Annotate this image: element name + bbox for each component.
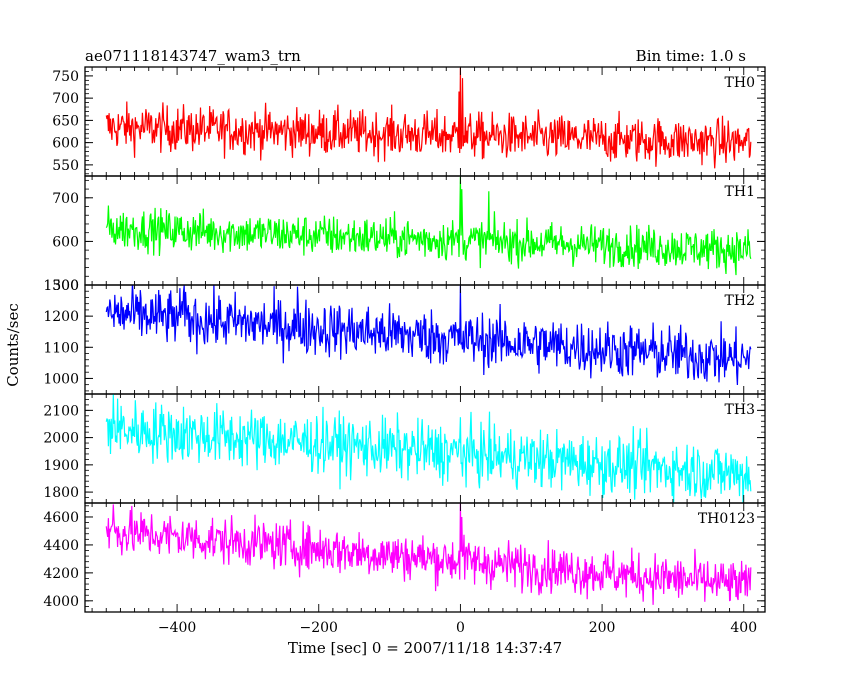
y-tick-label: 4000 [43, 594, 79, 610]
y-tick-label: 700 [52, 91, 79, 107]
x-axis: −400 −200 0 200 400 [158, 620, 757, 636]
panel-label-th1: TH1 [725, 184, 755, 200]
y-tick-label: 1200 [43, 309, 79, 325]
y-tick-label: 4600 [43, 510, 79, 526]
x-tick-label: 0 [456, 620, 465, 636]
y-tick-label: 2000 [43, 431, 79, 447]
panel-label-th0123: TH0123 [698, 511, 755, 527]
series-line-th2 [105, 285, 752, 386]
y-tick-label: 1300 [43, 278, 79, 294]
y-tick-label: 600 [52, 136, 79, 152]
x-tick-label: 200 [589, 620, 616, 636]
panel-frame [84, 502, 766, 613]
x-tick-label: −200 [300, 620, 338, 636]
y-tick-label: 700 [52, 191, 79, 207]
y-tick-label: 1000 [43, 371, 79, 387]
panel-label-th3: TH3 [725, 402, 755, 418]
y-tick-label: 2100 [43, 403, 79, 419]
series-line-th0 [105, 67, 752, 169]
y-tick-label: 1800 [43, 485, 79, 501]
chart-title: ae071118143747_wam3_trn [85, 47, 301, 65]
y-tick-label: 4200 [43, 566, 79, 582]
series-line-th1 [105, 176, 752, 276]
panel-label-th0: TH0 [725, 75, 755, 91]
y-tick-label: 600 [52, 234, 79, 250]
y-tick-label: 4400 [43, 538, 79, 554]
panel-th3: 1800 1900 2000 2100 TH3 [43, 393, 766, 504]
panel-th2: 1000 1100 1200 1300 TH2 [43, 278, 766, 395]
y-tick-label: 550 [52, 158, 79, 174]
bin-time-label: Bin time: 1.0 s [636, 47, 746, 65]
y-axis-label: Counts/sec [4, 303, 22, 387]
panels-group: 550 600 650 700 750 TH0 500 600 700 TH1 1000 1100 12… [43, 66, 766, 613]
panel-label-th2: TH2 [725, 293, 755, 309]
y-tick-label: 1900 [43, 458, 79, 474]
panel-th0123: 4000 4200 4400 4600 TH0123 [43, 502, 766, 613]
series-line-th0123 [105, 503, 752, 605]
x-tick-label: −400 [158, 620, 196, 636]
y-tick-label: 750 [52, 69, 79, 85]
y-tick-label: 650 [52, 113, 79, 129]
panel-th0: 550 600 650 700 750 TH0 [52, 66, 766, 177]
panel-th1: 500 600 700 TH1 [52, 175, 766, 294]
y-tick-label: 500 [52, 278, 79, 294]
series-line-th3 [105, 394, 752, 503]
x-tick-label: 400 [730, 620, 757, 636]
x-axis-label: Time [sec] 0 = 2007/11/18 14:37:47 [288, 639, 562, 657]
y-tick-label: 1100 [43, 340, 79, 356]
